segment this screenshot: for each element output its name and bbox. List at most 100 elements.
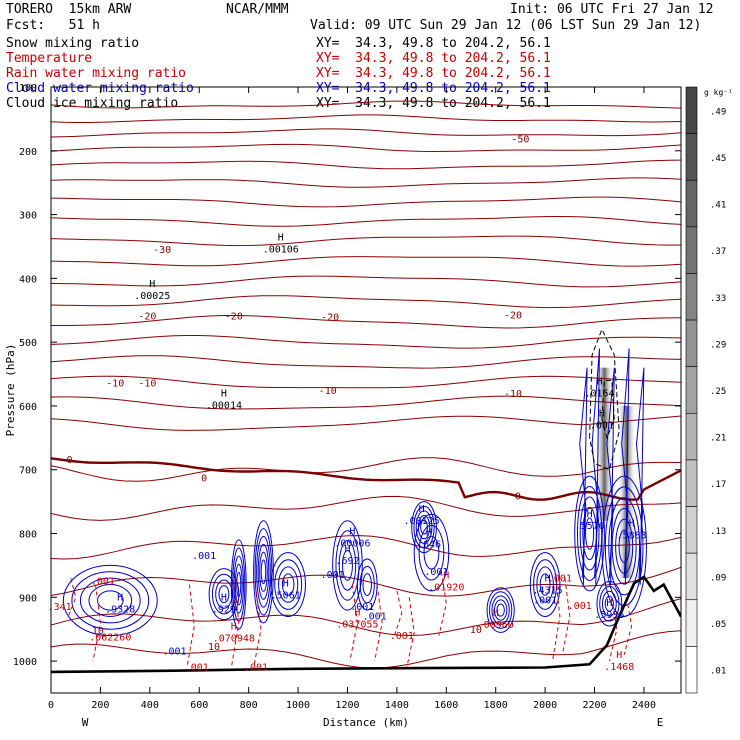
cloud-water-contour bbox=[230, 539, 247, 630]
maximum-marker: H bbox=[344, 544, 350, 555]
x-tick-label: 800 bbox=[240, 700, 258, 711]
isotherm-line bbox=[51, 335, 681, 349]
cloud-water-contour bbox=[415, 510, 433, 544]
cloud-water-label: .001 bbox=[533, 596, 557, 607]
cloud-water-label: .001 bbox=[162, 647, 186, 658]
isotherm-label: -10 bbox=[319, 386, 337, 397]
maximum-value: .1468 bbox=[604, 662, 634, 673]
isotherm-line bbox=[51, 256, 681, 267]
isotherm-line bbox=[51, 196, 681, 208]
maximum-marker: H bbox=[419, 504, 425, 515]
colorbar-tick-label: .21 bbox=[710, 434, 726, 444]
cloud-water-contour bbox=[359, 565, 375, 604]
y-tick-label: 100 bbox=[19, 83, 37, 94]
cloud-water-contour bbox=[585, 517, 595, 550]
rain-water-contour bbox=[230, 578, 240, 668]
maximum-value: .00025 bbox=[134, 291, 170, 302]
colorbar-segment bbox=[685, 366, 698, 414]
cloud-ice-contour bbox=[589, 328, 620, 471]
maximum-value: .001 bbox=[590, 420, 614, 431]
maximum-value: .0154 bbox=[584, 388, 614, 399]
maximum-marker: H bbox=[221, 593, 227, 604]
x-tick-label: 200 bbox=[91, 700, 109, 711]
colorbar-segment bbox=[685, 459, 698, 507]
rain-water-contour bbox=[374, 584, 383, 662]
maximum-value: .00014 bbox=[206, 401, 242, 412]
cloud-water-contour bbox=[281, 573, 295, 596]
colorbar-segment bbox=[685, 646, 698, 694]
colorbar-segment bbox=[685, 133, 698, 181]
colorbar-tick-label: .25 bbox=[710, 387, 726, 397]
cloud-water-contour bbox=[591, 348, 600, 585]
maximum-value: .00125 bbox=[404, 516, 440, 527]
y-tick-label: 700 bbox=[19, 466, 37, 477]
isotherm-label: 0 bbox=[515, 491, 521, 502]
cloud-water-contour bbox=[611, 508, 637, 585]
cloud-water-contour bbox=[413, 513, 450, 592]
isotherm-line bbox=[51, 535, 681, 560]
rain-water-contour bbox=[552, 571, 561, 662]
rain-water-contour bbox=[92, 584, 101, 662]
y-tick-label: 400 bbox=[19, 274, 37, 285]
colorbar-segment bbox=[685, 552, 698, 601]
cloud-water-contour bbox=[621, 348, 630, 585]
colorbar-tick-label: .37 bbox=[710, 247, 726, 257]
rain-water-label: .001 bbox=[244, 663, 268, 674]
maximum-marker: H bbox=[426, 528, 432, 539]
isotherm-line bbox=[51, 375, 681, 389]
colorbar-tick-label: .41 bbox=[710, 201, 726, 211]
maximum-value: .692 bbox=[335, 556, 359, 567]
cloud-water-contour bbox=[338, 540, 357, 591]
maximum-marker: H bbox=[278, 232, 284, 243]
freezing-level-line bbox=[51, 457, 681, 501]
colorbar-tick-label: .05 bbox=[710, 620, 726, 630]
cloud-water-contour bbox=[536, 566, 554, 603]
maximum-value: .5883 bbox=[617, 531, 647, 542]
cloud-water-contour bbox=[257, 543, 270, 600]
colorbar-segment bbox=[685, 179, 698, 228]
cloud-water-contour bbox=[489, 591, 513, 629]
rain-water-label: .341 bbox=[48, 602, 72, 613]
cloud-water-contour bbox=[342, 550, 353, 581]
forecast-hour: Fcst: 51 h bbox=[6, 18, 100, 33]
isotherm-label: -30 bbox=[153, 245, 171, 256]
cloud-ice-contour bbox=[601, 379, 615, 440]
maximum-value: .5936 bbox=[594, 610, 624, 621]
isotherm-line bbox=[51, 177, 681, 188]
cloud-water-contour bbox=[604, 595, 614, 612]
cloud-water-label: .001 bbox=[192, 551, 216, 562]
valid-time: Valid: 09 UTC Sun 29 Jan 12 (06 LST Sun … bbox=[310, 18, 702, 33]
cloud-water-contour bbox=[356, 558, 378, 611]
isotherm-label: 10 bbox=[92, 626, 104, 637]
rain-water-label: .001 bbox=[568, 601, 592, 612]
cloud-water-contour bbox=[533, 559, 558, 610]
maximum-marker: H bbox=[117, 593, 123, 604]
cloud-water-contour bbox=[539, 573, 551, 596]
y-tick-label: 200 bbox=[19, 147, 37, 158]
colorbar-segment bbox=[685, 599, 698, 647]
maximum-marker: H bbox=[545, 574, 551, 585]
isotherm-label: -20 bbox=[138, 311, 156, 322]
isotherm-line bbox=[51, 295, 681, 309]
cloud-water-contour bbox=[254, 528, 273, 616]
rain-water-contour bbox=[186, 584, 195, 668]
colorbar-tick-label: .33 bbox=[710, 294, 726, 304]
maximum-marker: H bbox=[221, 389, 227, 400]
maximum-marker: H bbox=[283, 579, 289, 590]
y-tick-label: 600 bbox=[19, 402, 37, 413]
colorbar-tick-label: .29 bbox=[710, 340, 726, 350]
colorbar-segment bbox=[685, 273, 698, 321]
model-title: TORERO 15km ARW bbox=[6, 2, 132, 17]
maximum-marker: H bbox=[606, 598, 612, 609]
rain-water-contour bbox=[253, 590, 262, 668]
isotherm-line bbox=[51, 215, 681, 227]
plot-frame bbox=[50, 86, 682, 694]
isotherm-label: -10 bbox=[138, 378, 156, 389]
isotherm-line bbox=[51, 235, 681, 247]
field-label-rain: Rain water mixing ratio bbox=[6, 66, 187, 81]
colorbar-segment bbox=[685, 226, 698, 274]
cloud-water-contour bbox=[260, 559, 267, 585]
colorbar-segment bbox=[685, 506, 698, 554]
maximum-marker: H bbox=[599, 408, 605, 419]
